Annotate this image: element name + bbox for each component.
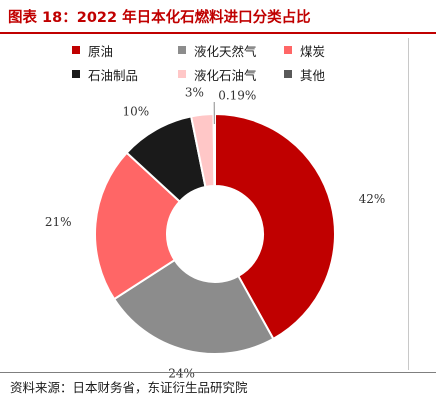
source-note: 资料来源：日本财务省，东证衍生品研究院 — [10, 380, 248, 395]
legend: 原油 液化天然气 煤炭 石油制品 液化石油气 其他 — [72, 40, 402, 90]
slice-lng — [112, 258, 275, 355]
title-rule — [0, 32, 436, 34]
legend-swatch — [178, 46, 186, 54]
data-label-crude-oil: 42% — [359, 192, 386, 206]
legend-label: 原油 — [88, 43, 114, 59]
footer-rule — [0, 372, 436, 373]
data-label-lng: 24% — [168, 366, 195, 380]
data-label-other: 0.19% — [218, 89, 256, 103]
frame-border — [408, 38, 409, 370]
legend-label: 其他 — [300, 67, 326, 83]
legend-label: 液化天然气 — [194, 43, 257, 59]
data-label-coal: 21% — [45, 215, 72, 229]
chart-title: 图表 18：2022 年日本化石燃料进口分类占比 — [8, 10, 311, 26]
legend-label: 煤炭 — [300, 43, 326, 59]
legend-label: 石油制品 — [88, 67, 139, 83]
legend-swatch — [284, 46, 292, 54]
legend-label: 液化石油气 — [194, 67, 257, 83]
legend-item-petroleum-products: 石油制品 — [72, 64, 138, 84]
legend-item-other: 其他 — [284, 64, 325, 84]
slice-crude-oil — [214, 112, 336, 341]
legend-swatch — [178, 70, 186, 78]
legend-swatch — [284, 70, 292, 78]
legend-item-lng: 液化天然气 — [178, 40, 257, 60]
legend-item-crude-oil: 原油 — [72, 40, 113, 60]
legend-item-lpg: 液化石油气 — [178, 64, 257, 84]
slice-coal — [94, 151, 182, 301]
legend-swatch — [72, 46, 80, 54]
data-label-lpg: 3% — [185, 85, 204, 99]
slice-other — [212, 112, 216, 188]
legend-swatch — [72, 70, 80, 78]
data-label-petroleum-products: 10% — [123, 104, 150, 118]
legend-item-coal: 煤炭 — [284, 40, 325, 60]
